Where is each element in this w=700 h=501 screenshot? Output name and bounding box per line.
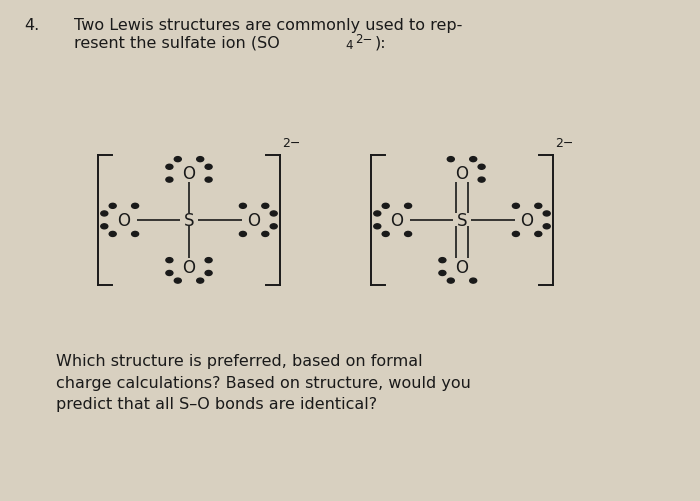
Circle shape (382, 232, 389, 237)
Text: O: O (456, 258, 468, 276)
Circle shape (543, 211, 550, 216)
Text: 2−: 2− (356, 33, 373, 46)
Circle shape (132, 204, 139, 209)
Text: Which structure is preferred, based on formal
charge calculations? Based on stru: Which structure is preferred, based on f… (56, 353, 471, 411)
Circle shape (205, 178, 212, 183)
Text: 4: 4 (346, 39, 354, 52)
Circle shape (439, 258, 446, 263)
Circle shape (197, 279, 204, 284)
Text: O: O (118, 211, 130, 229)
Circle shape (374, 224, 381, 229)
Circle shape (512, 204, 519, 209)
Circle shape (101, 224, 108, 229)
Circle shape (270, 211, 277, 216)
Circle shape (512, 232, 519, 237)
Circle shape (205, 271, 212, 276)
Text: 2−: 2− (555, 136, 573, 149)
Circle shape (478, 178, 485, 183)
Circle shape (374, 211, 381, 216)
Text: O: O (391, 211, 403, 229)
Circle shape (205, 258, 212, 263)
Circle shape (166, 165, 173, 170)
Circle shape (405, 232, 412, 237)
Circle shape (262, 204, 269, 209)
Text: S: S (456, 211, 468, 229)
Circle shape (439, 271, 446, 276)
Text: O: O (183, 258, 195, 276)
Circle shape (543, 224, 550, 229)
Circle shape (447, 157, 454, 162)
Text: O: O (521, 211, 533, 229)
Circle shape (239, 204, 246, 209)
Circle shape (174, 279, 181, 284)
Circle shape (470, 279, 477, 284)
Text: ):: ): (374, 35, 386, 50)
Text: resent the sulfate ion (SO: resent the sulfate ion (SO (74, 35, 279, 50)
Circle shape (109, 204, 116, 209)
Circle shape (101, 211, 108, 216)
Text: O: O (248, 211, 260, 229)
Circle shape (109, 232, 116, 237)
Text: S: S (183, 211, 195, 229)
Circle shape (447, 279, 454, 284)
Text: O: O (183, 165, 195, 183)
Circle shape (270, 224, 277, 229)
Circle shape (239, 232, 246, 237)
Circle shape (478, 165, 485, 170)
Circle shape (262, 232, 269, 237)
Text: 2−: 2− (282, 136, 300, 149)
Circle shape (174, 157, 181, 162)
Circle shape (382, 204, 389, 209)
Text: O: O (456, 165, 468, 183)
Circle shape (197, 157, 204, 162)
Circle shape (405, 204, 412, 209)
Circle shape (470, 157, 477, 162)
Circle shape (166, 271, 173, 276)
Text: Two Lewis structures are commonly used to rep-: Two Lewis structures are commonly used t… (74, 18, 462, 33)
Circle shape (132, 232, 139, 237)
Circle shape (535, 232, 542, 237)
Circle shape (166, 178, 173, 183)
Text: 4.: 4. (25, 18, 40, 33)
Circle shape (535, 204, 542, 209)
Circle shape (166, 258, 173, 263)
Circle shape (205, 165, 212, 170)
